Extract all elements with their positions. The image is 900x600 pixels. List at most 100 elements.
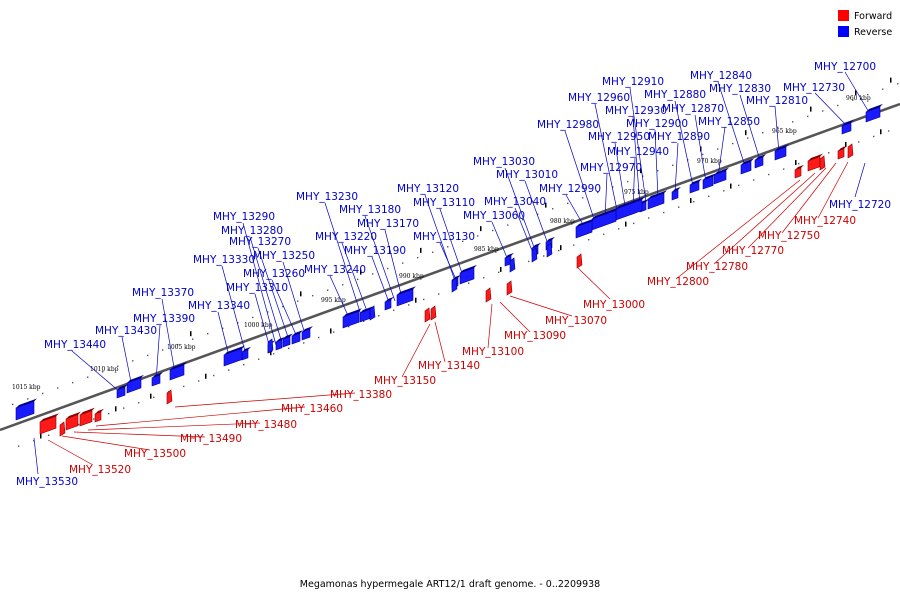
lower-track-dots	[18, 129, 890, 447]
track-dash	[150, 393, 152, 399]
gene-block	[39, 413, 59, 435]
gene-block	[15, 398, 37, 421]
gene-label: MHY_13240	[304, 264, 366, 276]
track-dot	[132, 360, 134, 362]
gene-block	[126, 374, 144, 394]
gene-face	[267, 338, 274, 354]
track-dot	[423, 298, 425, 301]
track-dot	[522, 218, 524, 221]
gene-block	[865, 103, 883, 123]
gene-arrow	[267, 338, 274, 354]
gene-label: MHY_13170	[357, 218, 419, 230]
track-dot	[573, 244, 575, 246]
track-dot	[102, 371, 104, 373]
gene-block	[713, 167, 729, 185]
gene-face	[740, 160, 752, 175]
label-connector	[675, 179, 801, 280]
gene-face	[847, 143, 854, 159]
gene-top	[292, 330, 303, 336]
gene-block	[79, 407, 95, 427]
track-dot	[228, 369, 230, 371]
track-dash	[810, 106, 812, 112]
label-connector	[242, 222, 277, 346]
gene-top	[808, 153, 823, 161]
track-dot	[798, 162, 800, 165]
label-connector	[781, 162, 837, 234]
gene-label: MHY_13530	[16, 476, 78, 488]
track-dot	[867, 93, 869, 96]
track-dot	[93, 418, 95, 420]
track-dash	[190, 331, 192, 337]
gene-label: MHY_13490	[180, 433, 242, 445]
legend-reverse-label: Reverse	[854, 27, 892, 38]
gene-top	[703, 173, 716, 180]
label-connector	[424, 194, 456, 282]
track-dot	[18, 445, 20, 447]
gene-block	[671, 186, 681, 201]
track-dot	[723, 190, 725, 192]
gene-block	[65, 411, 81, 431]
track-dot	[327, 289, 329, 291]
gene-label: MHY_13110	[413, 197, 475, 209]
gene-label: MHY_13100	[462, 346, 524, 358]
track-dot	[387, 267, 389, 270]
track-dot	[42, 392, 44, 395]
gene-label: MHY_13380	[330, 389, 392, 401]
track-dot	[888, 130, 890, 132]
track-dot	[543, 255, 545, 257]
track-dot	[498, 271, 500, 274]
gene-top	[755, 154, 766, 160]
track-dot	[807, 115, 809, 118]
gene-label: MHY_13310	[226, 282, 288, 294]
gene-label: MHY_13390	[133, 313, 195, 325]
track-dot	[672, 164, 674, 166]
gene-top	[842, 119, 854, 126]
gene-block	[359, 306, 373, 323]
gene-block	[504, 252, 514, 267]
track-dot	[732, 142, 734, 145]
gene-top	[775, 144, 789, 151]
gene-block	[807, 153, 823, 172]
track-dash	[890, 77, 892, 83]
gene-top	[224, 345, 245, 355]
track-dot	[663, 211, 665, 214]
label-connector	[221, 265, 247, 356]
gene-face	[424, 307, 431, 323]
track-dot	[873, 135, 875, 138]
track-dot	[702, 153, 704, 156]
label-connector	[514, 207, 534, 254]
track-dash	[270, 350, 272, 356]
track-dot	[198, 380, 200, 382]
gene-label: MHY_13460	[281, 403, 343, 415]
gene-face	[166, 389, 173, 405]
track-dot	[738, 184, 740, 187]
gene-face	[485, 287, 492, 303]
gene-face	[689, 181, 700, 194]
label-connector	[33, 437, 39, 475]
gene-top	[283, 333, 293, 339]
label-connector	[717, 126, 726, 178]
track-dot	[552, 208, 554, 210]
label-connector	[577, 267, 611, 300]
gene-arrow	[819, 155, 826, 171]
label-connector	[717, 81, 746, 167]
track-dash	[205, 373, 207, 379]
track-dash	[560, 245, 562, 251]
gene-face	[430, 305, 437, 321]
scale-tick-label: 985 kbp	[474, 246, 499, 253]
track-dot	[48, 434, 50, 437]
track-dot	[852, 99, 854, 101]
gene-label: MHY_13480	[235, 419, 297, 431]
gene-label: MHY_13030	[473, 156, 535, 168]
track-dot	[72, 381, 74, 384]
gene-label: MHY_13280	[221, 225, 283, 237]
gene-label: MHY_13000	[583, 299, 645, 311]
gene-top	[532, 242, 541, 248]
track-dot	[612, 186, 614, 188]
label-connector	[565, 194, 586, 229]
track-dash	[795, 160, 797, 166]
gene-block	[794, 164, 804, 179]
gene-labels: MHY_12700MHY_12730MHY_12720MHY_12810MHY_…	[16, 61, 891, 488]
gene-arrow	[531, 247, 538, 263]
